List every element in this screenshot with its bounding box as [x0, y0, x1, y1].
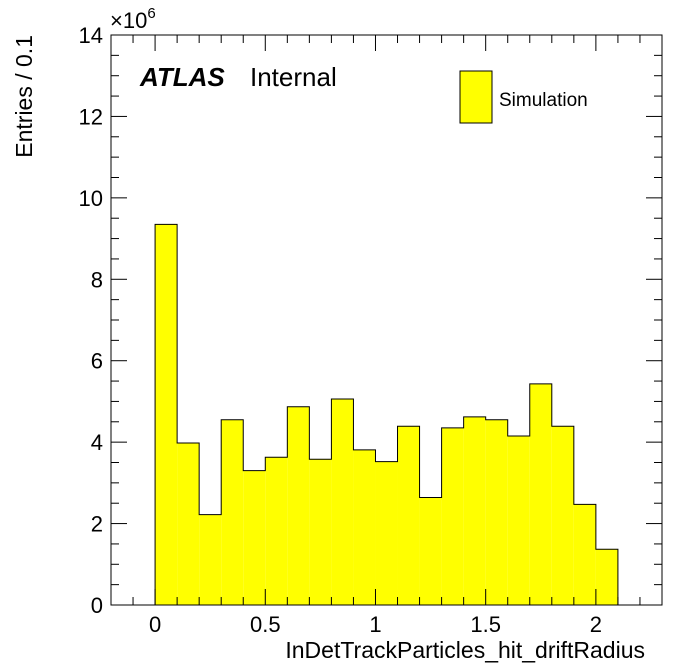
histogram-bar: [507, 436, 530, 605]
y-tick-label: 4: [91, 430, 103, 455]
legend-swatch-simulation: [459, 70, 493, 124]
axis-ticks: [110, 34, 663, 606]
histogram-bar: [353, 449, 376, 605]
histogram-bars: [154, 223, 619, 606]
axis-tick-labels: 0 0.5 1 1.5 2 0 2 4 6 8 10 12 14: [79, 23, 602, 637]
histogram-bar: [529, 383, 552, 605]
y-tick-label: 14: [79, 23, 103, 48]
histogram-bar: [331, 398, 354, 605]
y-tick-label: 0: [91, 593, 103, 618]
x-tick-label: 2: [590, 612, 602, 637]
legend-label-simulation: Simulation: [499, 90, 588, 111]
histogram-bar: [199, 514, 222, 605]
histogram-bar: [221, 419, 244, 605]
histogram-bar: [595, 549, 618, 605]
histogram-bar: [265, 457, 288, 605]
histogram-bar: [485, 419, 508, 605]
histogram-bar: [441, 427, 464, 605]
histogram-bar: [243, 470, 266, 605]
histogram-bar: [397, 426, 420, 605]
y-tick-label: 6: [91, 349, 103, 374]
histogram-bar: [309, 459, 332, 605]
histogram-bar: [419, 497, 442, 605]
y-axis-title: Entries / 0.1: [11, 35, 37, 158]
histogram-bar: [551, 426, 574, 605]
histogram-bar: [177, 442, 200, 605]
y-tick-label: 10: [79, 186, 103, 211]
y-tick-label: 12: [79, 104, 103, 129]
histogram-bar: [375, 461, 398, 605]
histogram-bar: [287, 406, 310, 605]
y-tick-label: 2: [91, 512, 103, 537]
histogram-bar: [573, 504, 596, 605]
x-axis-title: InDetTrackParticles_hit_driftRadius: [285, 637, 645, 663]
histogram-bar: [463, 416, 486, 605]
atlas-label: ATLAS: [139, 62, 225, 92]
x-tick-label: 1: [369, 612, 381, 637]
x-tick-label: 0: [149, 612, 161, 637]
legend: Simulation: [459, 70, 588, 124]
y-tick-label: 8: [91, 267, 103, 292]
histogram-bar: [155, 224, 178, 606]
x-tick-label: 1.5: [470, 612, 501, 637]
internal-label: Internal: [250, 62, 337, 92]
histogram-outline: [154, 223, 619, 605]
x-tick-label: 0.5: [250, 612, 281, 637]
y-axis-multiplier: ×106: [110, 5, 156, 33]
